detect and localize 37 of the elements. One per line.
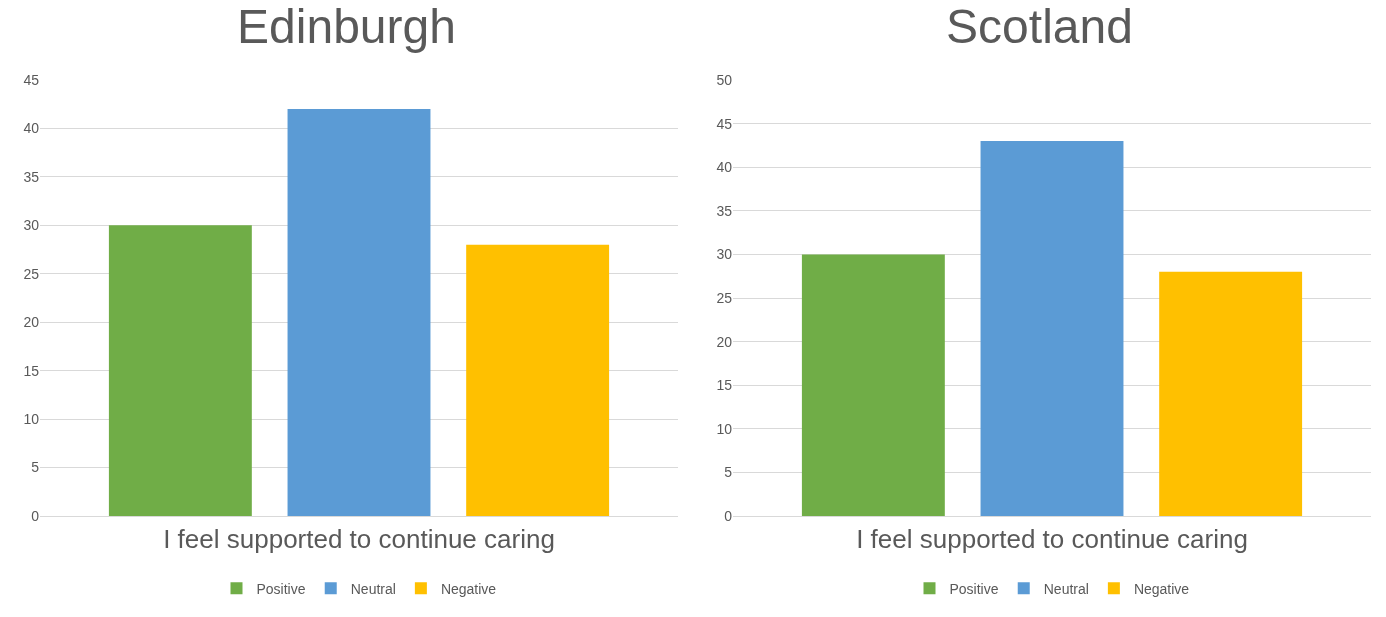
- x-tick-label: I feel supported to continue caring: [856, 524, 1248, 555]
- legend-label: Neutral: [1043, 580, 1089, 597]
- y-tick-label: 15: [716, 377, 733, 394]
- legend-label: Negative: [440, 580, 497, 597]
- bar: [287, 109, 431, 516]
- legend-label: Negative: [1133, 580, 1190, 597]
- bar: [801, 254, 945, 516]
- y-tick-label: 15: [23, 362, 40, 379]
- legend-label: Positive: [949, 580, 999, 597]
- chart-title: Edinburgh: [237, 0, 456, 53]
- bar: [1159, 271, 1303, 516]
- y-tick-label: 40: [23, 120, 40, 137]
- legend-label: Positive: [256, 580, 306, 597]
- bar: [108, 225, 252, 516]
- y-tick-label: 35: [716, 202, 733, 219]
- y-tick-label: 0: [31, 507, 40, 524]
- y-tick-label: 20: [716, 333, 733, 350]
- y-tick-label: 25: [716, 289, 733, 306]
- y-tick-label: 20: [23, 314, 40, 331]
- x-tick-label: I feel supported to continue caring: [163, 524, 555, 555]
- y-tick-label: 10: [23, 411, 40, 428]
- y-tick-label: 45: [23, 71, 40, 88]
- y-tick-label: 5: [724, 464, 733, 481]
- y-tick-label: 10: [716, 420, 733, 437]
- y-tick-label: 35: [23, 168, 40, 185]
- y-tick-label: 50: [716, 71, 733, 88]
- y-tick-label: 0: [724, 507, 733, 524]
- y-tick-label: 5: [31, 459, 40, 476]
- y-tick-label: 40: [716, 159, 733, 176]
- y-tick-label: 30: [716, 246, 733, 263]
- y-tick-label: 45: [716, 115, 733, 132]
- bar: [466, 244, 610, 516]
- y-tick-label: 25: [23, 265, 40, 282]
- chart-title: Scotland: [946, 0, 1133, 53]
- y-tick-label: 30: [23, 217, 40, 234]
- bar: [980, 141, 1124, 516]
- legend-label: Neutral: [350, 580, 396, 597]
